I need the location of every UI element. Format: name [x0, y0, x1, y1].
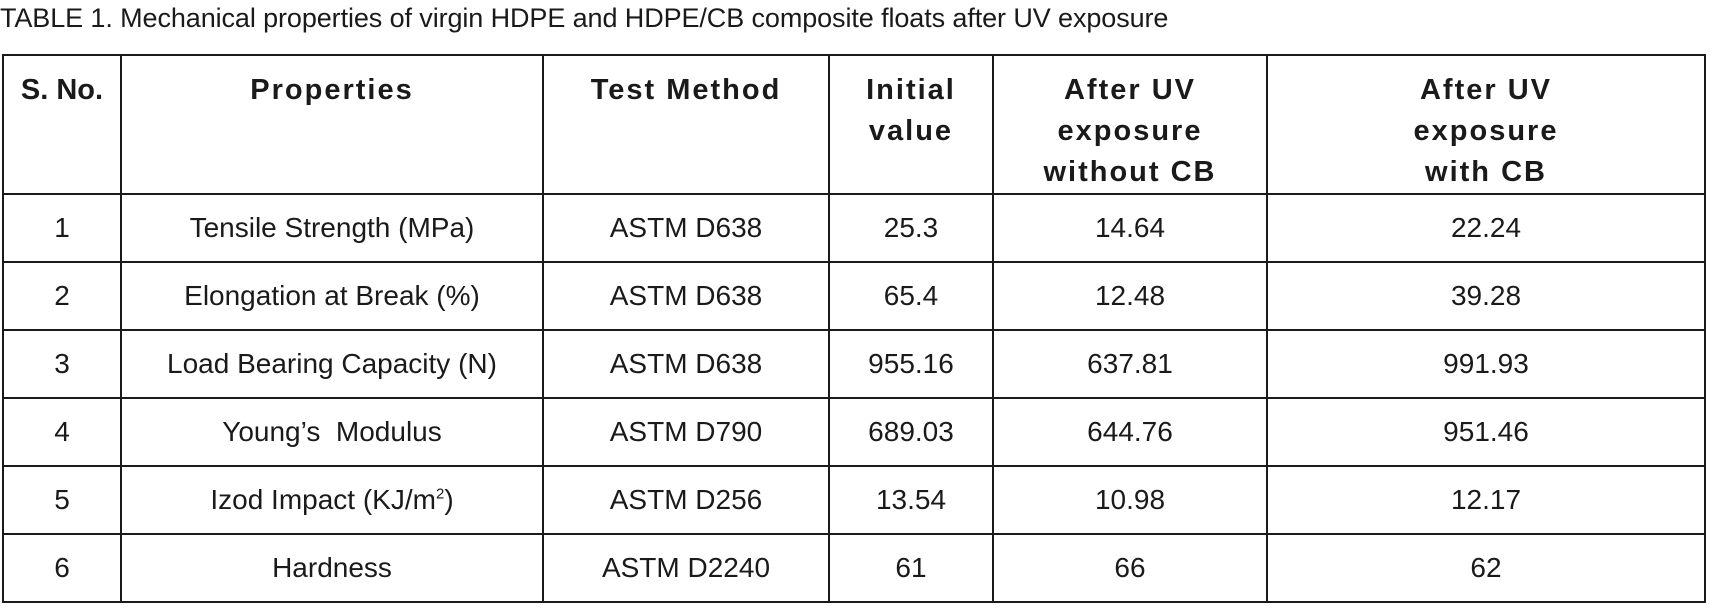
header-uv-without-line3: without CB — [1043, 156, 1217, 188]
table-row: 4 Young’s Modulus ASTM D790 689.03 644.7… — [2, 397, 1706, 467]
cell-uv-with-cb: 62 — [1266, 533, 1706, 603]
cell-test-method: ASTM D638 — [542, 193, 830, 263]
cell-sno: 1 — [2, 193, 122, 263]
cell-test-method: ASTM D256 — [542, 465, 830, 535]
mechanical-properties-table: S. No. Properties Test Method Initial va… — [2, 54, 1706, 603]
cell-uv-with-cb: 951.46 — [1266, 397, 1706, 467]
cell-test-method: ASTM D2240 — [542, 533, 830, 603]
cell-uv-with-cb: 12.17 — [1266, 465, 1706, 535]
header-uv-without-cb: After UV exposure without CB — [992, 54, 1268, 195]
cell-initial-value: 65.4 — [828, 261, 994, 331]
cell-property-text: Izod Impact (KJ/m — [210, 484, 436, 515]
cell-property: Young’s Modulus — [120, 397, 544, 467]
cell-sno: 5 — [2, 465, 122, 535]
cell-property: Elongation at Break (%) — [120, 261, 544, 331]
cell-uv-with-cb: 22.24 — [1266, 193, 1706, 263]
header-test-method: Test Method — [542, 54, 830, 195]
header-uv-with-line2: exposure — [1413, 115, 1559, 147]
table-row: 2 Elongation at Break (%) ASTM D638 65.4… — [2, 261, 1706, 331]
cell-uv-without-cb: 12.48 — [992, 261, 1268, 331]
cell-test-method: ASTM D638 — [542, 329, 830, 399]
table-row: 3 Load Bearing Capacity (N) ASTM D638 95… — [2, 329, 1706, 399]
cell-property: Tensile Strength (MPa) — [120, 193, 544, 263]
cell-uv-with-cb: 991.93 — [1266, 329, 1706, 399]
header-uv-with-cb: After UV exposure with CB — [1266, 54, 1706, 195]
cell-property: Izod Impact (KJ/m2) — [120, 465, 544, 535]
cell-initial-value: 13.54 — [828, 465, 994, 535]
cell-uv-without-cb: 14.64 — [992, 193, 1268, 263]
cell-sno: 2 — [2, 261, 122, 331]
header-uv-without-line2: exposure — [1057, 115, 1203, 147]
cell-property-suffix: ) — [444, 484, 454, 515]
header-uv-with-line3: with CB — [1425, 156, 1547, 188]
table-row: 6 Hardness ASTM D2240 61 66 62 — [2, 533, 1706, 603]
header-initial-value: Initial value — [828, 54, 994, 195]
cell-initial-value: 689.03 — [828, 397, 994, 467]
header-properties: Properties — [120, 54, 544, 195]
cell-uv-without-cb: 66 — [992, 533, 1268, 603]
header-uv-with-line1: After UV — [1419, 74, 1552, 106]
cell-property: Hardness — [120, 533, 544, 603]
cell-initial-value: 61 — [828, 533, 994, 603]
cell-property: Load Bearing Capacity (N) — [120, 329, 544, 399]
header-initial-line1: Initial — [866, 74, 956, 106]
table-row: 5 Izod Impact (KJ/m2) ASTM D256 13.54 10… — [2, 465, 1706, 535]
cell-uv-with-cb: 39.28 — [1266, 261, 1706, 331]
cell-uv-without-cb: 637.81 — [992, 329, 1268, 399]
cell-uv-without-cb: 644.76 — [992, 397, 1268, 467]
table-caption: TABLE 1. Mechanical properties of virgin… — [0, 3, 1169, 33]
cell-sno: 6 — [2, 533, 122, 603]
table-header-row: S. No. Properties Test Method Initial va… — [2, 54, 1706, 195]
cell-initial-value: 25.3 — [828, 193, 994, 263]
header-initial-line2: value — [868, 115, 954, 147]
cell-uv-without-cb: 10.98 — [992, 465, 1268, 535]
cell-test-method: ASTM D638 — [542, 261, 830, 331]
cell-property-superscript: 2 — [435, 485, 445, 503]
table-row: 1 Tensile Strength (MPa) ASTM D638 25.3 … — [2, 193, 1706, 263]
header-uv-without-line1: After UV — [1063, 74, 1196, 106]
cell-sno: 3 — [2, 329, 122, 399]
header-sno: S. No. — [2, 54, 122, 195]
cell-initial-value: 955.16 — [828, 329, 994, 399]
cell-test-method: ASTM D790 — [542, 397, 830, 467]
cell-sno: 4 — [2, 397, 122, 467]
